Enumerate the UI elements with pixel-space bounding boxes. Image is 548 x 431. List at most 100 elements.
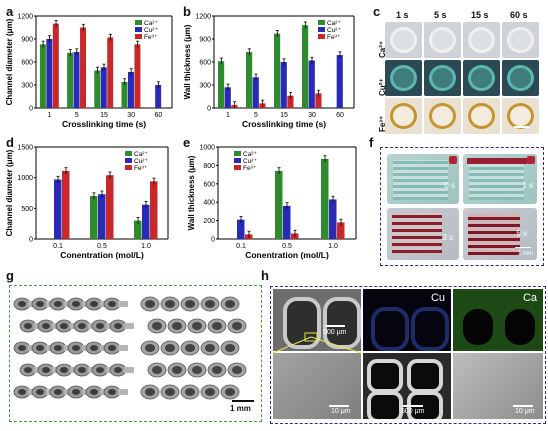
tube-lumen bbox=[24, 367, 32, 373]
sem-bottom-left: 10 μm bbox=[273, 353, 361, 419]
legend-swatch bbox=[135, 34, 142, 39]
bar-Ca²⁺-0.5 bbox=[275, 170, 283, 239]
bar-Cu²⁺-0.1 bbox=[54, 179, 62, 239]
bar-Cu²⁺-15 bbox=[100, 67, 107, 108]
x-tick-label: 0.1 bbox=[236, 243, 246, 250]
photo-c-r0-c3 bbox=[502, 22, 539, 58]
photo-c-r0-c1 bbox=[424, 22, 461, 58]
tube-lumen bbox=[90, 389, 98, 395]
y-axis-label: Channel diameter (μm) bbox=[5, 149, 14, 236]
y-tick-label: 1200 bbox=[17, 14, 33, 21]
tube-lumen bbox=[42, 367, 50, 373]
tube-lumen bbox=[36, 345, 44, 351]
legend-label: Fe³⁺ bbox=[144, 34, 158, 41]
tube-lumen bbox=[145, 344, 155, 352]
legend-swatch bbox=[125, 158, 132, 163]
x-tick-label: 0.1 bbox=[53, 243, 63, 250]
x-tick-label: 30 bbox=[127, 112, 135, 119]
tube-lumen bbox=[108, 345, 116, 351]
photo-f-3s: 3 s bbox=[387, 208, 459, 260]
bar-Fe³⁺-1 bbox=[52, 23, 59, 109]
eds-ca-map: Ca bbox=[453, 289, 543, 351]
x-tick-label: 60 bbox=[336, 112, 344, 119]
tube-body bbox=[118, 345, 128, 351]
y-tick-label: 400 bbox=[203, 200, 215, 207]
x-tick-label: 5 bbox=[75, 112, 79, 119]
photo-c-r2-c3 bbox=[502, 98, 539, 134]
tube-lumen bbox=[232, 366, 242, 374]
tube-lumen bbox=[108, 301, 116, 307]
scale-label-f: 1 mm bbox=[518, 251, 533, 257]
tube-lumen bbox=[172, 366, 182, 374]
photo-c-r2-c1 bbox=[424, 98, 461, 134]
photo-c-r0-c0 bbox=[385, 22, 422, 58]
bar-Fe³⁺-15 bbox=[287, 95, 294, 108]
tube-lumen bbox=[145, 300, 155, 308]
tube-lumen bbox=[24, 323, 32, 329]
panel-label-c: c bbox=[373, 4, 381, 19]
scale-bar-f bbox=[515, 246, 531, 248]
bar-Cu²⁺-5 bbox=[252, 77, 259, 108]
tube-body bbox=[118, 389, 128, 395]
y-axis-label: Wall thickness (μm) bbox=[187, 155, 196, 230]
bar-Cu²⁺-1 bbox=[224, 87, 231, 108]
legend-swatch bbox=[125, 151, 132, 156]
scaffold-right bbox=[140, 296, 247, 400]
bar-Fe³⁺-1.0 bbox=[150, 181, 158, 239]
bar-Fe³⁺-1.0 bbox=[337, 222, 345, 239]
tube-lumen bbox=[152, 322, 162, 330]
bar-Ca²⁺-30 bbox=[302, 25, 309, 109]
sem-lattice: 500 μm bbox=[363, 353, 451, 419]
x-tick-label: 0.5 bbox=[282, 243, 292, 250]
tube-lumen bbox=[165, 388, 175, 396]
scale-label-h2: 10 μm bbox=[331, 408, 351, 415]
photo-c-r0-c2 bbox=[463, 22, 500, 58]
y-tick-label: 500 bbox=[21, 206, 33, 213]
panel-label-g: g bbox=[6, 268, 14, 283]
legend-swatch bbox=[135, 20, 142, 25]
tube-lumen bbox=[212, 322, 222, 330]
scale-bar-h2 bbox=[329, 405, 349, 407]
tube-lumen bbox=[96, 323, 104, 329]
bar-Fe³⁺-30 bbox=[134, 44, 141, 108]
tube-lumen bbox=[225, 300, 235, 308]
legend-label: Cu²⁺ bbox=[144, 27, 158, 34]
scale-bar-h1 bbox=[325, 325, 345, 327]
legend-swatch bbox=[234, 158, 241, 163]
tube-lumen bbox=[36, 389, 44, 395]
tube-lumen bbox=[145, 388, 155, 396]
bar-Ca²⁺-15 bbox=[94, 70, 101, 108]
panel-g-frame: 1 mm bbox=[9, 285, 262, 422]
bar-Ca²⁺-1 bbox=[218, 61, 225, 108]
photo-f-0s: 0 s bbox=[387, 154, 459, 204]
tube-lumen bbox=[54, 345, 62, 351]
tube-body bbox=[124, 367, 134, 373]
sem-bottom-right: 10 μm bbox=[453, 353, 543, 419]
x-tick-label: 15 bbox=[280, 112, 288, 119]
legend-label: Ca²⁺ bbox=[243, 151, 257, 158]
x-tick-label: 1 bbox=[48, 112, 52, 119]
panel-label-d: d bbox=[6, 135, 14, 150]
bar-Cu²⁺-0.1 bbox=[237, 219, 245, 239]
legend-swatch bbox=[234, 165, 241, 170]
tube-lumen bbox=[114, 323, 122, 329]
y-tick-label: 900 bbox=[199, 37, 211, 44]
y-tick-label: 1000 bbox=[199, 145, 215, 152]
tube-lumen bbox=[18, 345, 26, 351]
y-tick-label: 0 bbox=[211, 237, 215, 244]
tube-lumen bbox=[60, 323, 68, 329]
photo-f-5s: 5 s 1 mm bbox=[463, 208, 537, 260]
bar-Ca²⁺-0.5 bbox=[90, 196, 98, 239]
eds-cu-map: Cu bbox=[363, 289, 451, 351]
chart-d: 0 500 1000 1500 0.1 0.5 1.0 Channel diameter (μ… bbox=[5, 145, 169, 260]
tube-lumen bbox=[165, 344, 175, 352]
legend-swatch bbox=[318, 27, 325, 32]
scale-bar-g bbox=[232, 400, 254, 402]
tube-lumen bbox=[152, 366, 162, 374]
tube-lumen bbox=[172, 322, 182, 330]
scale-label-h4: 10 μm bbox=[515, 408, 535, 415]
tube-lumen bbox=[185, 344, 195, 352]
panel-label-f: f bbox=[369, 135, 374, 150]
tube-lumen bbox=[108, 389, 116, 395]
scale-bar-h4 bbox=[513, 405, 533, 407]
